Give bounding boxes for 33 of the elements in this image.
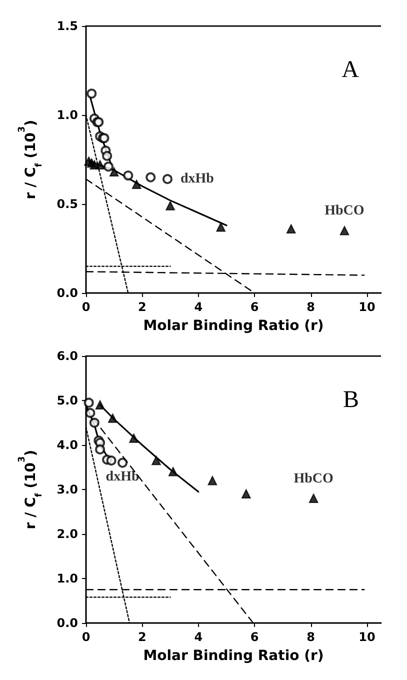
y-tick-label: 1.0	[56, 572, 78, 586]
x-tick-label: 8	[306, 300, 315, 314]
x-axis-title: Molar Binding Ratio (r)	[143, 318, 324, 334]
x-tick-label: 6	[250, 630, 259, 644]
y-axis-title: r / Cf (103)	[18, 120, 44, 200]
y-tick-label: 2.0	[56, 527, 78, 541]
y-tick-label: 0.0	[56, 286, 78, 300]
series-label: dxHb	[180, 172, 214, 187]
annotation: B	[342, 387, 360, 413]
y-tick-label: 1.5	[56, 19, 78, 33]
y-tick-label: 5.0	[56, 394, 78, 408]
y-tick-label: 3.0	[56, 482, 78, 496]
x-tick-label: 6	[250, 300, 259, 314]
x-tick-label: 10	[358, 630, 376, 644]
x-tick-label: 0	[82, 630, 90, 644]
x-axis-title: Molar Binding Ratio (r)	[143, 648, 324, 664]
series-label: HbCO	[324, 204, 364, 219]
y-tick-label: 0.0	[56, 616, 78, 630]
y-axis-title: r / Cf (103)	[18, 450, 44, 530]
x-tick-label: 4	[194, 630, 203, 644]
x-tick-label: 2	[138, 300, 146, 314]
y-tick-label: 0.5	[56, 197, 78, 211]
x-tick-label: 4	[194, 300, 203, 314]
series-label: HbCO	[294, 471, 334, 486]
x-tick-label: 10	[358, 300, 376, 314]
x-tick-label: 2	[138, 630, 146, 644]
x-tick-label: 8	[306, 630, 315, 644]
series-label: dxHb	[106, 469, 140, 484]
annotation: A	[342, 57, 360, 83]
y-tick-label: 6.0	[56, 349, 78, 363]
y-tick-label: 4.0	[56, 438, 78, 452]
y-tick-label: 1.0	[56, 108, 78, 122]
x-tick-label: 0	[82, 300, 90, 314]
